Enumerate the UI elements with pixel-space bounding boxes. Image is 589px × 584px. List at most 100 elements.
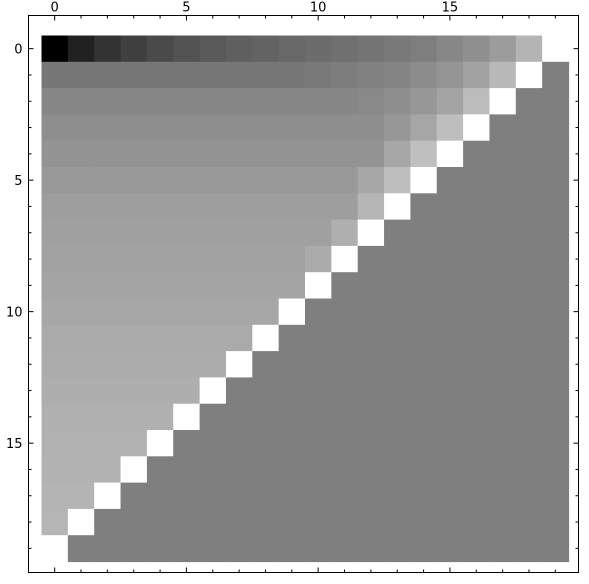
heatmap-cell — [384, 272, 411, 300]
heatmap-cell — [146, 114, 174, 142]
heatmap-cell — [305, 272, 332, 300]
heatmap-cell — [146, 430, 174, 457]
heatmap-cell — [146, 193, 174, 221]
heatmap-cell — [278, 403, 306, 431]
heatmap-cell — [489, 245, 517, 273]
heatmap-cell — [278, 140, 306, 168]
heatmap-cell — [489, 167, 517, 194]
heatmap-cell — [331, 88, 359, 115]
heatmap-cell — [41, 140, 69, 168]
heatmap-cell — [463, 219, 491, 247]
heatmap-cell — [67, 114, 95, 142]
heatmap-cell — [436, 351, 464, 378]
heatmap-cell — [463, 324, 491, 352]
heatmap-cell — [120, 88, 148, 115]
heatmap-cell — [146, 508, 174, 536]
heatmap-cell — [278, 351, 306, 378]
heatmap-cell — [331, 482, 359, 510]
heatmap-cell — [305, 219, 332, 247]
heatmap-cell — [331, 245, 359, 273]
heatmap-cell — [199, 61, 227, 89]
heatmap-cell — [436, 324, 464, 352]
heatmap-cell — [489, 482, 517, 510]
heatmap-cell — [173, 61, 201, 89]
heatmap-cell — [542, 35, 570, 63]
heatmap-cell — [278, 219, 306, 247]
heatmap-cell — [410, 377, 438, 405]
heatmap-cell — [331, 377, 359, 405]
heatmap-cell — [305, 508, 332, 536]
heatmap-cell — [94, 324, 122, 352]
heatmap-cell — [410, 403, 438, 431]
heatmap-cell — [120, 324, 148, 352]
heatmap-cell — [436, 114, 464, 142]
y-tick-label: 10 — [6, 306, 23, 321]
heatmap-cell — [199, 324, 227, 352]
heatmap-cell — [357, 114, 385, 142]
y-tick-label: 15 — [6, 437, 23, 452]
heatmap-cell — [515, 377, 543, 405]
heatmap-cell — [410, 482, 438, 510]
heatmap-cell — [410, 61, 438, 89]
heatmap-cell — [94, 351, 122, 378]
heatmap-cell — [357, 193, 385, 221]
heatmap-cell — [146, 324, 174, 352]
heatmap-cell — [331, 456, 359, 484]
heatmap-cell — [94, 61, 122, 89]
heatmap-cell — [384, 114, 411, 142]
heatmap-cell — [41, 245, 69, 273]
heatmap-cell — [410, 272, 438, 300]
heatmap-cell — [384, 61, 411, 89]
heatmap-cell — [542, 167, 570, 194]
heatmap-cell — [542, 219, 570, 247]
heatmap-cell — [305, 430, 332, 457]
heatmap-cell — [278, 114, 306, 142]
heatmap-cell — [199, 272, 227, 300]
heatmap-cell — [357, 61, 385, 89]
heatmap-cell — [252, 272, 280, 300]
heatmap-cell — [120, 140, 148, 168]
heatmap-cell — [199, 377, 227, 405]
heatmap-cell — [463, 403, 491, 431]
heatmap-cell — [120, 508, 148, 536]
heatmap-cell — [225, 324, 253, 352]
heatmap-cell — [384, 193, 411, 221]
heatmap-cell — [515, 456, 543, 484]
heatmap-cell — [146, 298, 174, 326]
heatmap-cell — [94, 535, 122, 563]
heatmap-cell — [515, 430, 543, 457]
heatmap-cell — [542, 403, 570, 431]
heatmap-cell — [384, 140, 411, 168]
heatmap-cell — [410, 167, 438, 194]
heatmap-cell — [252, 61, 280, 89]
heatmap-cell — [225, 377, 253, 405]
heatmap-cell — [410, 35, 438, 63]
heatmap-cell — [515, 219, 543, 247]
heatmap-cell — [384, 456, 411, 484]
heatmap-cell — [463, 430, 491, 457]
heatmap-cell — [173, 219, 201, 247]
heatmap-cell — [436, 298, 464, 326]
heatmap-cell — [67, 377, 95, 405]
heatmap-cell — [305, 535, 332, 563]
heatmap-cell — [515, 35, 543, 63]
heatmap-cell — [41, 219, 69, 247]
heatmap-cell — [173, 351, 201, 378]
heatmap-cell — [384, 535, 411, 563]
heatmap-cell — [252, 324, 280, 352]
heatmap-cell — [41, 377, 69, 405]
heatmap-cell — [146, 61, 174, 89]
heatmap-cell — [305, 324, 332, 352]
heatmap-cell — [542, 88, 570, 115]
heatmap-cell — [305, 456, 332, 484]
heatmap-cell — [252, 377, 280, 405]
heatmap-cell — [515, 193, 543, 221]
heatmap-cell — [278, 167, 306, 194]
heatmap-cell — [252, 351, 280, 378]
heatmap-cell — [225, 508, 253, 536]
heatmap-cell — [436, 456, 464, 484]
heatmap-cell — [542, 535, 570, 563]
heatmap-cell — [252, 114, 280, 142]
heatmap-cell — [489, 140, 517, 168]
heatmap-cell — [436, 167, 464, 194]
